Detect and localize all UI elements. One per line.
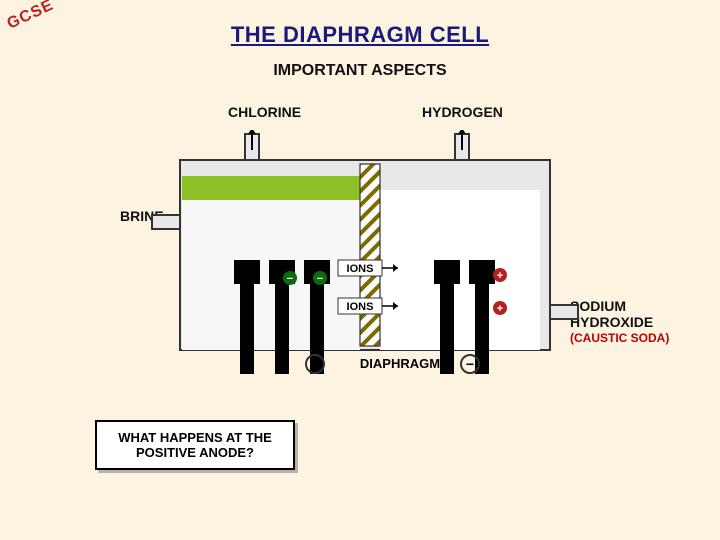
label-sodium-2: HYDROXIDE xyxy=(570,314,653,330)
diaphragm-cell-diagram: IONS IONS − − + + + − DIAPHRAGM xyxy=(150,130,580,420)
page-subtitle: IMPORTANT ASPECTS xyxy=(0,62,720,80)
svg-text:IONS: IONS xyxy=(347,301,374,313)
question-line-1: WHAT HAPPENS AT THE xyxy=(101,430,289,445)
svg-text:DIAPHRAGM: DIAPHRAGM xyxy=(360,356,440,371)
svg-text:IONS: IONS xyxy=(347,263,374,275)
svg-text:+: + xyxy=(311,356,319,372)
question-line-2: POSITIVE ANODE? xyxy=(101,445,289,460)
label-hydrogen: HYDROGEN xyxy=(422,104,503,120)
label-sodium-sub: (CAUSTIC SODA) xyxy=(570,331,669,345)
question-box: WHAT HAPPENS AT THE POSITIVE ANODE? xyxy=(95,420,295,470)
svg-text:−: − xyxy=(466,356,474,372)
svg-text:+: + xyxy=(497,303,503,315)
page-title: THE DIAPHRAGM CELL xyxy=(0,22,720,48)
label-chlorine: CHLORINE xyxy=(228,104,301,120)
svg-text:−: − xyxy=(287,273,293,285)
svg-text:+: + xyxy=(497,270,503,282)
svg-text:−: − xyxy=(317,273,323,285)
